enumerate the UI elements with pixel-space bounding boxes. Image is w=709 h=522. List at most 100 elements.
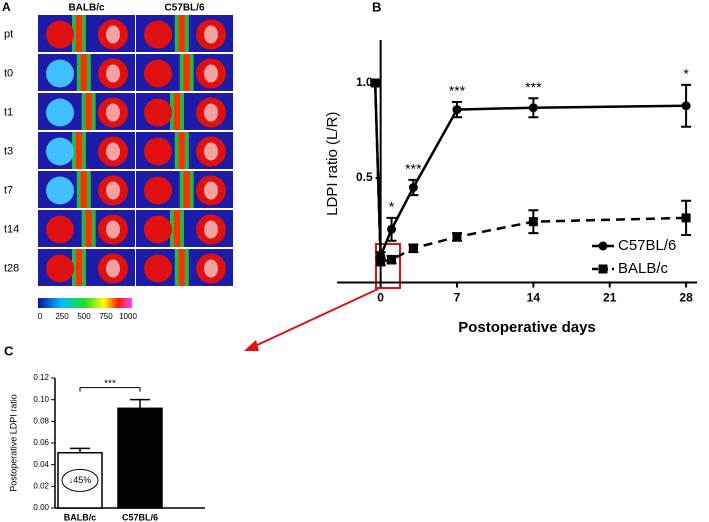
marker (452, 105, 462, 115)
y-axis-label: Postoperative LDPI ratio (8, 394, 18, 492)
scan-paw-detail (204, 142, 218, 161)
panel-label: B (372, 0, 381, 14)
arrow-head (244, 340, 259, 351)
scan-leg-core (80, 54, 87, 91)
marker (376, 257, 386, 267)
scan-paw (46, 137, 74, 166)
marker (528, 217, 538, 227)
significance-bracket (79, 387, 141, 392)
scan-paw-detail (106, 220, 120, 239)
legend-label: C57BL/6 (618, 237, 676, 254)
scan-paw-detail (204, 103, 218, 122)
x-tick-label: 21 (603, 291, 617, 305)
x-tick-label: 0 (377, 291, 384, 305)
scan-paw (46, 98, 74, 127)
y-tick-label: 0.5 (356, 170, 373, 184)
scan-paw (144, 137, 172, 166)
bar (117, 407, 163, 509)
scan-paw-detail (204, 259, 218, 278)
scan-paw-detail (106, 25, 120, 44)
x-axis-label: Postoperative days (458, 319, 596, 336)
x-tick-label: C57BL/6 (122, 512, 158, 522)
scan-leg-core (80, 171, 87, 208)
x-tick-label: 28 (679, 291, 693, 305)
scan-paw-detail (204, 64, 218, 83)
error-bar (130, 398, 150, 409)
scan-paw-detail (106, 259, 120, 278)
colorbar-tick-label: 500 (77, 312, 91, 321)
row-label: pt (4, 28, 13, 40)
scan-leg-core (75, 15, 82, 52)
legend-marker (598, 241, 608, 251)
y-tick-label: 0.08 (33, 416, 49, 425)
significance: *** (405, 161, 422, 177)
significance: * (389, 199, 395, 215)
y-tick-label: 0.12 (33, 373, 49, 382)
significance: *** (525, 79, 542, 95)
marker (452, 232, 462, 242)
colorbar-tick-label: 0 (38, 312, 43, 321)
colorbar-tick-label: 750 (99, 312, 113, 321)
scan-paw-detail (204, 220, 218, 239)
row-label: t14 (4, 223, 19, 235)
scan-paw-detail (204, 181, 218, 200)
legend-marker (598, 264, 608, 274)
column-label: BALB/c (68, 3, 105, 14)
significance: *** (104, 378, 116, 389)
colorbar-tick-label: 250 (55, 312, 69, 321)
significance: *** (449, 83, 466, 99)
scan-leg-core (85, 210, 92, 247)
legend-label: BALB/c (618, 260, 669, 277)
scan-paw (46, 20, 74, 49)
scan-paw (144, 254, 172, 283)
y-tick-label: 0.00 (33, 503, 49, 512)
y-tick-label: 0.02 (33, 481, 49, 490)
scan-paw (144, 20, 172, 49)
marker (681, 101, 691, 111)
marker (370, 78, 380, 88)
row-label: t7 (4, 184, 13, 196)
colorbar (38, 298, 132, 308)
inset-ellipse (61, 468, 99, 492)
marker (528, 103, 538, 113)
row-label: t28 (4, 262, 19, 274)
scan-leg-core (183, 54, 190, 91)
scan-paw (144, 98, 172, 127)
panel-label: A (2, 0, 11, 14)
scan-paw (46, 215, 74, 244)
scan-paw (144, 176, 172, 205)
inset-label: ↓45% (69, 475, 92, 485)
scan-leg-core (173, 93, 180, 130)
scan-leg-core (178, 249, 185, 286)
marker (681, 213, 691, 223)
colorbar-tick-label: 1000 (119, 312, 137, 321)
scan-paw (46, 176, 74, 205)
row-label: t0 (4, 67, 13, 79)
y-tick-label: 0.10 (33, 395, 49, 404)
marker (387, 224, 397, 234)
scan-leg-core (75, 249, 82, 286)
marker (408, 183, 418, 192)
x-tick-label: BALB/c (64, 512, 97, 522)
scan-paw-detail (204, 25, 218, 44)
panel-label: C (4, 343, 14, 358)
x-tick-label: 14 (527, 291, 541, 305)
scan-paw-detail (106, 103, 120, 122)
significance: * (683, 66, 689, 82)
scan-leg-core (183, 171, 190, 208)
scan-leg-core (85, 93, 92, 130)
scan-leg-core (178, 132, 185, 169)
marker (408, 243, 418, 253)
column-label: C57BL/6 (164, 3, 204, 14)
scan-paw (144, 59, 172, 88)
x-tick-label: 7 (454, 291, 461, 305)
row-label: t1 (4, 106, 13, 118)
scan-leg-core (75, 132, 82, 169)
y-tick-label: 0.04 (33, 460, 49, 469)
scan-leg-core (173, 210, 180, 247)
scan-leg-core (178, 15, 185, 52)
scan-paw (46, 59, 74, 88)
scan-paw (46, 254, 74, 283)
row-label: t3 (4, 145, 13, 157)
